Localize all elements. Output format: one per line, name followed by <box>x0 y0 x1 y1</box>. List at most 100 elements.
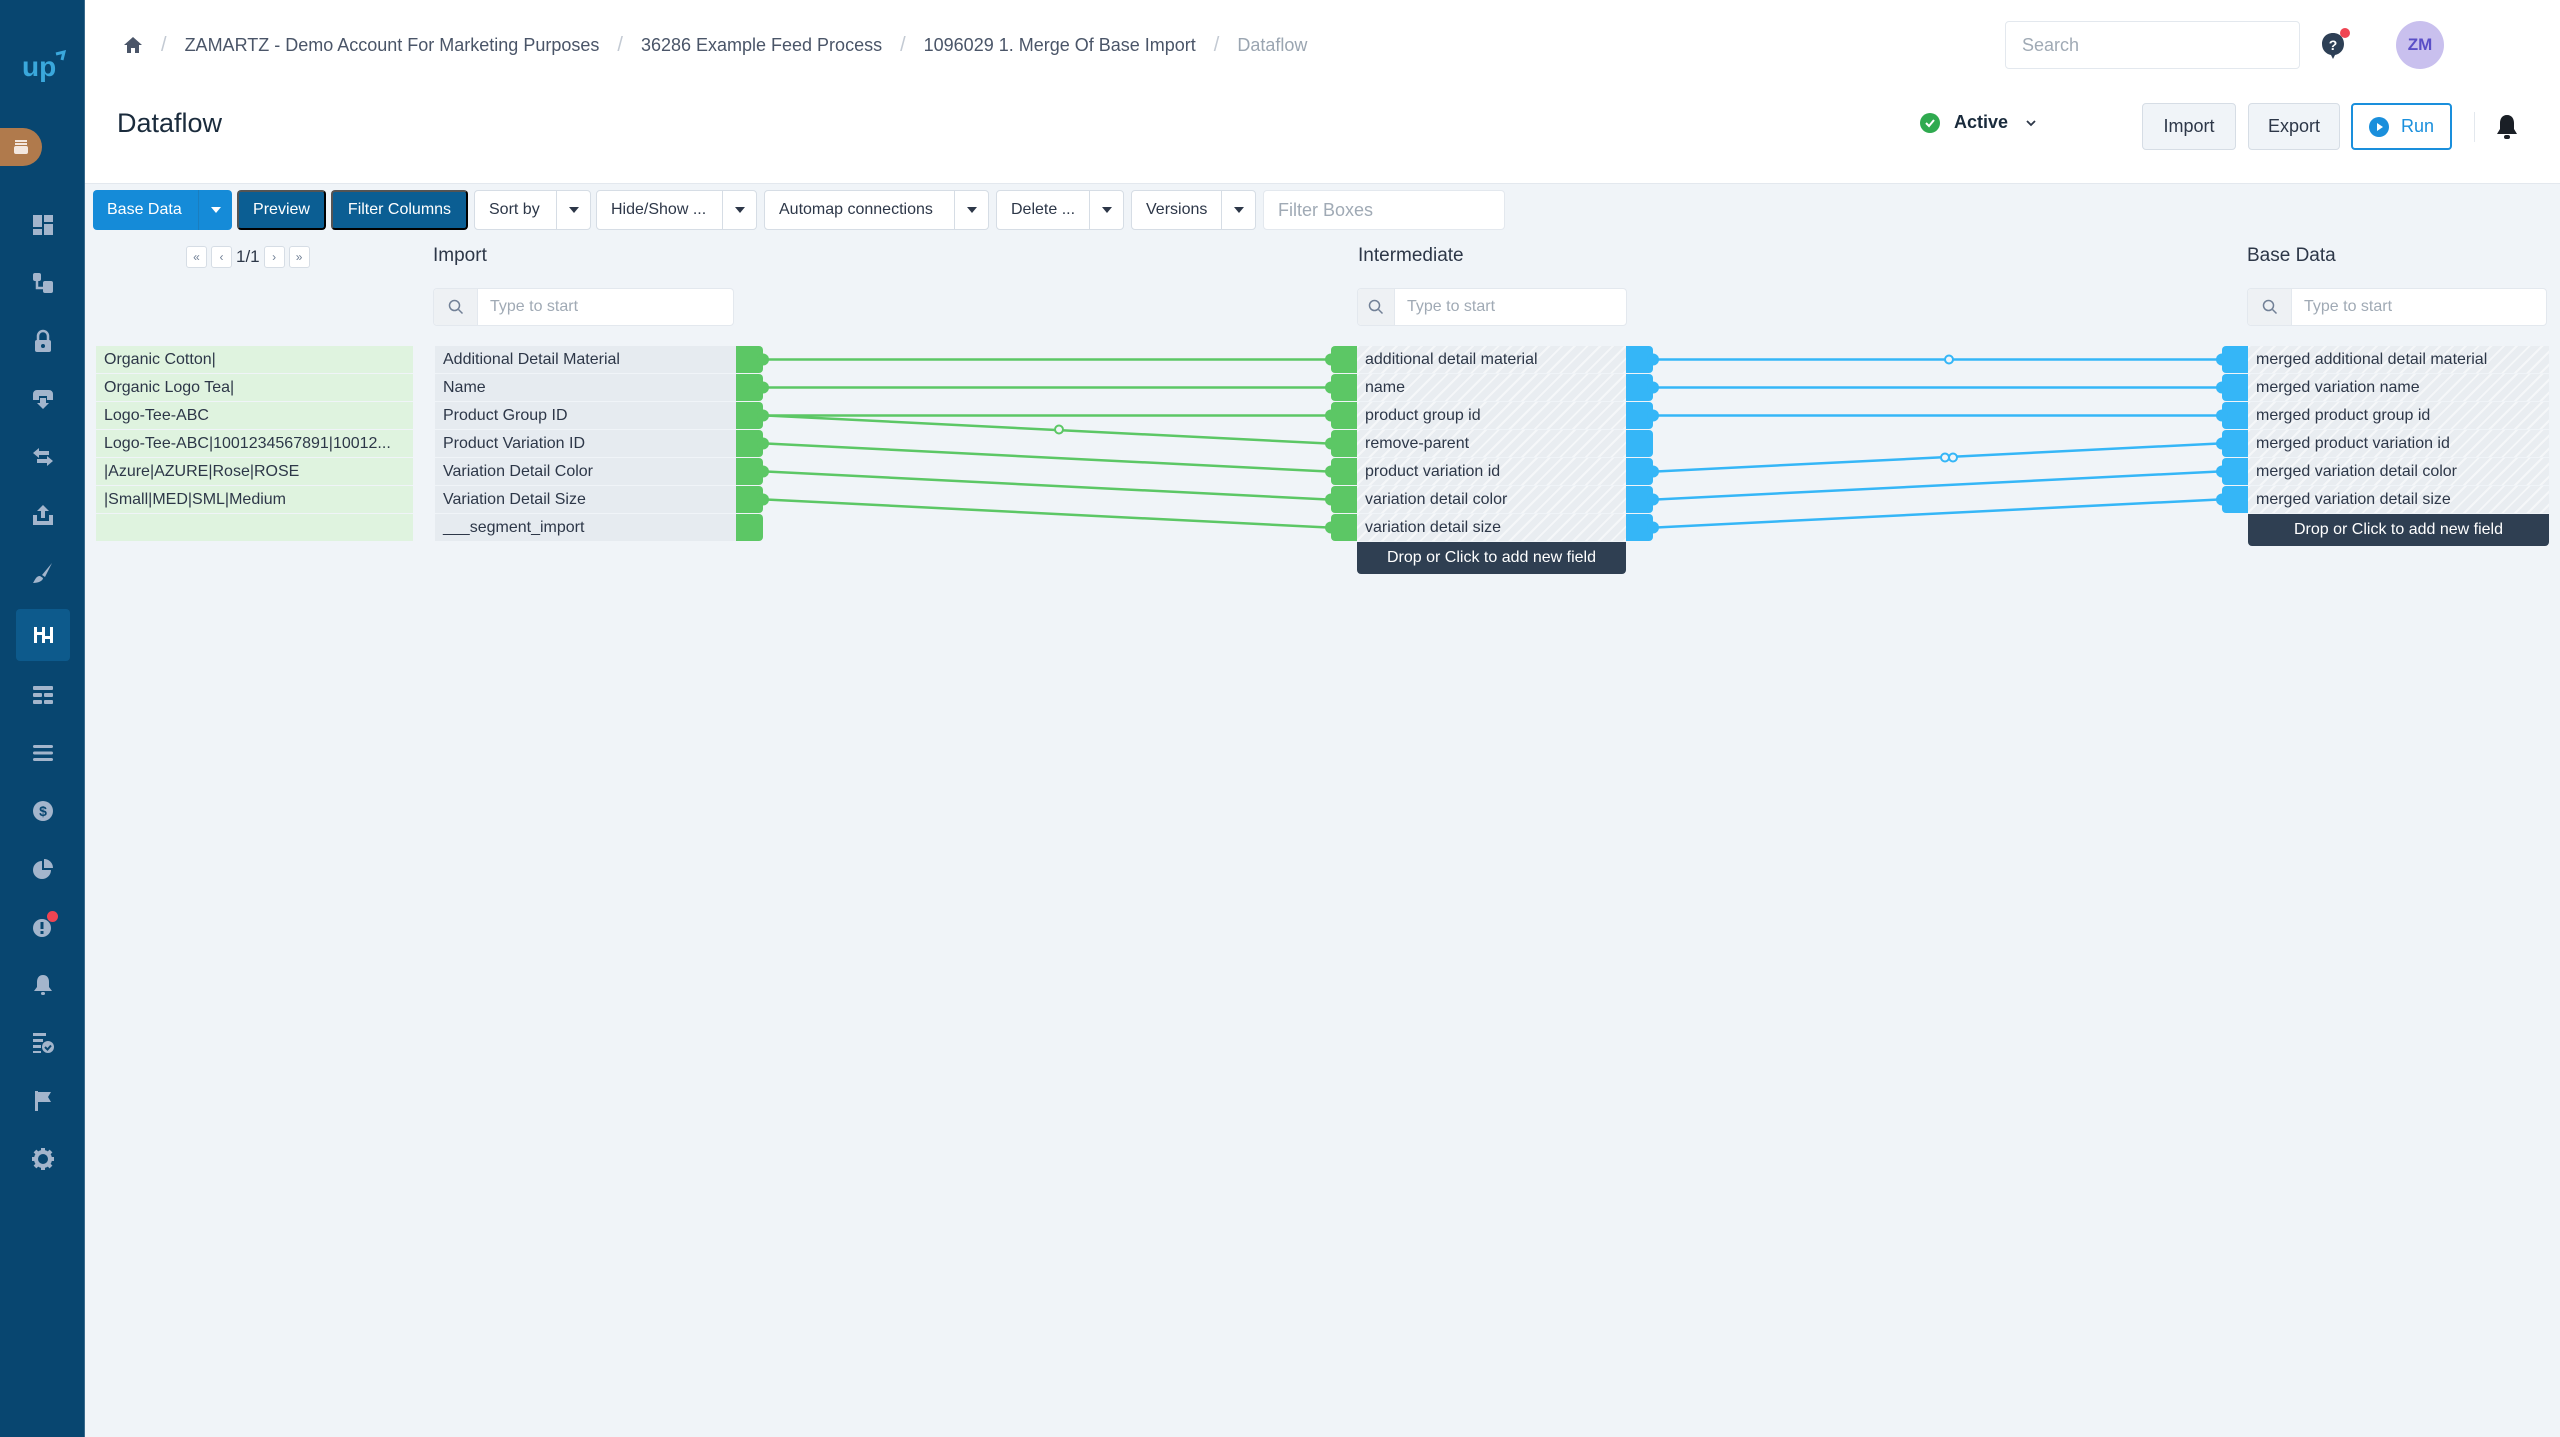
base-data-field[interactable]: merged product group id <box>2248 402 2549 429</box>
filter-columns-button[interactable]: Filter Columns <box>331 190 468 230</box>
intermediate-input-handle[interactable] <box>1331 402 1357 429</box>
caret-down-icon[interactable] <box>722 191 756 229</box>
sidebar-item-flags[interactable] <box>16 1075 70 1127</box>
base-data-dropdown[interactable]: Base Data <box>93 190 232 230</box>
base-data-field[interactable]: merged product variation id <box>2248 430 2549 457</box>
intermediate-output-handle[interactable] <box>1626 430 1653 457</box>
import-output-handle[interactable] <box>736 430 763 457</box>
next-page-button[interactable]: › <box>263 246 285 268</box>
intermediate-input-handle[interactable] <box>1331 346 1357 373</box>
sidebar-item-tasks[interactable] <box>16 1017 70 1069</box>
prev-page-button[interactable]: ‹ <box>211 246 232 268</box>
versions-dropdown[interactable]: Versions <box>1131 190 1256 230</box>
base-data-input-handle[interactable] <box>2222 374 2248 401</box>
breadcrumb-account[interactable]: ZAMARTZ - Demo Account For Marketing Pur… <box>184 34 600 55</box>
caret-down-icon[interactable] <box>954 191 988 229</box>
import-output-handle[interactable] <box>736 346 763 373</box>
breadcrumb-process[interactable]: 36286 Example Feed Process <box>640 34 883 55</box>
intermediate-search-input[interactable] <box>1395 289 1626 325</box>
import-button[interactable]: Import <box>2142 103 2236 150</box>
import-field[interactable]: Product Group ID <box>435 402 736 429</box>
import-output-handle[interactable] <box>736 374 763 401</box>
help-button[interactable]: ? <box>2318 28 2350 60</box>
sidebar-item-hierarchy[interactable] <box>16 257 70 309</box>
base-data-input-handle[interactable] <box>2222 486 2248 513</box>
intermediate-input-handle[interactable] <box>1331 486 1357 513</box>
status-dropdown[interactable]: Active <box>1920 112 2038 133</box>
import-output-handle[interactable] <box>736 458 763 485</box>
account-switcher[interactable] <box>0 128 42 166</box>
import-search-input[interactable] <box>478 289 733 325</box>
base-data-input-handle[interactable] <box>2222 458 2248 485</box>
import-field[interactable]: Variation Detail Size <box>435 486 736 513</box>
sidebar-item-notifications[interactable] <box>16 959 70 1011</box>
intermediate-output-handle[interactable] <box>1626 458 1653 485</box>
preview-button[interactable]: Preview <box>237 190 326 230</box>
sidebar-item-exchange[interactable] <box>16 431 70 483</box>
sidebar-item-security[interactable] <box>16 315 70 367</box>
automap-dropdown[interactable]: Automap connections <box>764 190 989 230</box>
sidebar-item-exports[interactable] <box>16 489 70 541</box>
intermediate-field[interactable]: product variation id <box>1357 458 1626 485</box>
base-data-field[interactable]: merged variation detail size <box>2248 486 2549 513</box>
base-data-field[interactable]: merged variation name <box>2248 374 2549 401</box>
notifications-bell-icon[interactable] <box>2494 113 2520 141</box>
sort-by-dropdown[interactable]: Sort by <box>474 190 591 230</box>
sidebar-item-alerts[interactable] <box>16 901 70 953</box>
import-field[interactable]: Additional Detail Material <box>435 346 736 373</box>
import-output-handle[interactable] <box>736 486 763 513</box>
sidebar-item-list[interactable] <box>16 727 70 779</box>
intermediate-field[interactable]: product group id <box>1357 402 1626 429</box>
intermediate-field[interactable]: variation detail color <box>1357 486 1626 513</box>
sidebar-item-dataflow[interactable] <box>16 609 70 661</box>
caret-down-icon[interactable] <box>198 190 232 230</box>
first-page-button[interactable]: « <box>186 246 207 268</box>
intermediate-field[interactable]: additional detail material <box>1357 346 1626 373</box>
filter-boxes-input[interactable] <box>1263 190 1505 230</box>
sidebar-item-design[interactable] <box>16 547 70 599</box>
sidebar-item-reports[interactable] <box>16 843 70 895</box>
base-data-input-handle[interactable] <box>2222 430 2248 457</box>
intermediate-input-handle[interactable] <box>1331 374 1357 401</box>
global-search-input[interactable] <box>2005 21 2300 69</box>
sidebar-item-tables[interactable] <box>16 669 70 721</box>
intermediate-output-handle[interactable] <box>1626 346 1653 373</box>
import-output-handle[interactable] <box>736 514 763 541</box>
user-avatar[interactable]: ZM <box>2396 21 2444 69</box>
breadcrumb-step[interactable]: 1096029 1. Merge Of Base Import <box>923 34 1196 55</box>
import-output-handle[interactable] <box>736 402 763 429</box>
run-button[interactable]: Run <box>2351 103 2452 150</box>
intermediate-field[interactable]: remove-parent <box>1357 430 1626 457</box>
caret-down-icon[interactable] <box>1221 191 1255 229</box>
sidebar-item-dashboard[interactable] <box>16 199 70 251</box>
import-field[interactable]: Product Variation ID <box>435 430 736 457</box>
base-data-input-handle[interactable] <box>2222 346 2248 373</box>
import-field[interactable]: Variation Detail Color <box>435 458 736 485</box>
intermediate-field[interactable]: variation detail size <box>1357 514 1626 541</box>
base-data-input-handle[interactable] <box>2222 402 2248 429</box>
delete-dropdown[interactable]: Delete ... <box>996 190 1124 230</box>
import-field[interactable]: Name <box>435 374 736 401</box>
intermediate-add-field-button[interactable]: Drop or Click to add new field <box>1357 542 1626 574</box>
sidebar-item-imports[interactable] <box>16 373 70 425</box>
hide-show-dropdown[interactable]: Hide/Show ... <box>596 190 757 230</box>
caret-down-icon[interactable] <box>556 191 590 229</box>
intermediate-field[interactable]: name <box>1357 374 1626 401</box>
base-data-field[interactable]: merged variation detail color <box>2248 458 2549 485</box>
sidebar-item-billing[interactable]: $ <box>16 785 70 837</box>
import-field[interactable]: ___segment_import <box>435 514 736 541</box>
base-data-field[interactable]: merged additional detail material <box>2248 346 2549 373</box>
caret-down-icon[interactable] <box>1089 191 1123 229</box>
sidebar-item-settings[interactable] <box>16 1133 70 1185</box>
intermediate-input-handle[interactable] <box>1331 430 1357 457</box>
base-data-search-input[interactable] <box>2292 289 2546 325</box>
intermediate-output-handle[interactable] <box>1626 374 1653 401</box>
intermediate-output-handle[interactable] <box>1626 514 1653 541</box>
last-page-button[interactable]: » <box>288 246 310 268</box>
app-logo[interactable]: up <box>22 48 67 84</box>
home-icon[interactable] <box>123 35 143 55</box>
intermediate-output-handle[interactable] <box>1626 402 1653 429</box>
intermediate-output-handle[interactable] <box>1626 486 1653 513</box>
intermediate-input-handle[interactable] <box>1331 458 1357 485</box>
intermediate-input-handle[interactable] <box>1331 514 1357 541</box>
